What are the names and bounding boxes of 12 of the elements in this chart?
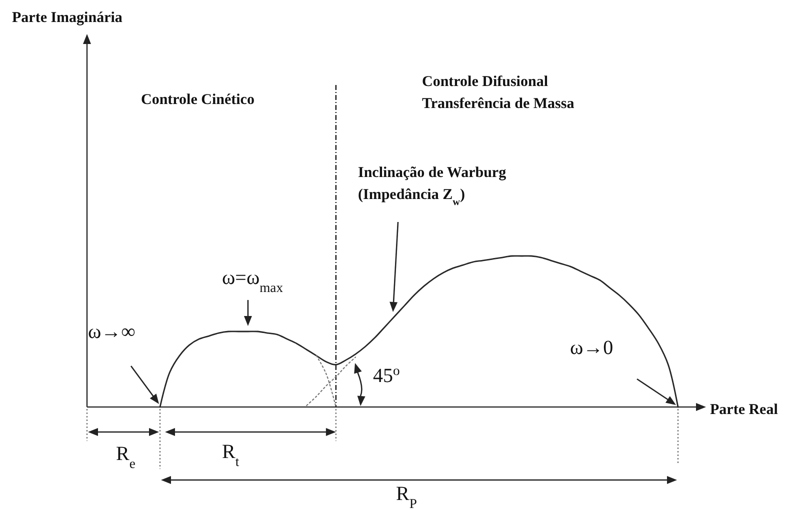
text: Inclinação de Warburg (Impedância Z$_{w}$): [358, 165, 507, 208]
text: R$_{P}$: [396, 483, 418, 510]
annotation: 45$^{o}$: [373, 362, 400, 387]
text: ω→∞: [88, 321, 136, 343]
text: Controle Cinético: [141, 92, 254, 108]
text: Controle Difusional Transferência de Massa: [422, 74, 575, 112]
text: R$_{t}$: [222, 441, 240, 468]
annotation: ω=ω$_{max}$: [222, 267, 284, 294]
annotation: ω→0: [570, 337, 614, 359]
text: R$_{e}$: [116, 443, 136, 470]
x-axis-title: Parte Real: [710, 402, 778, 418]
text: Parte Imaginária: [12, 10, 123, 26]
